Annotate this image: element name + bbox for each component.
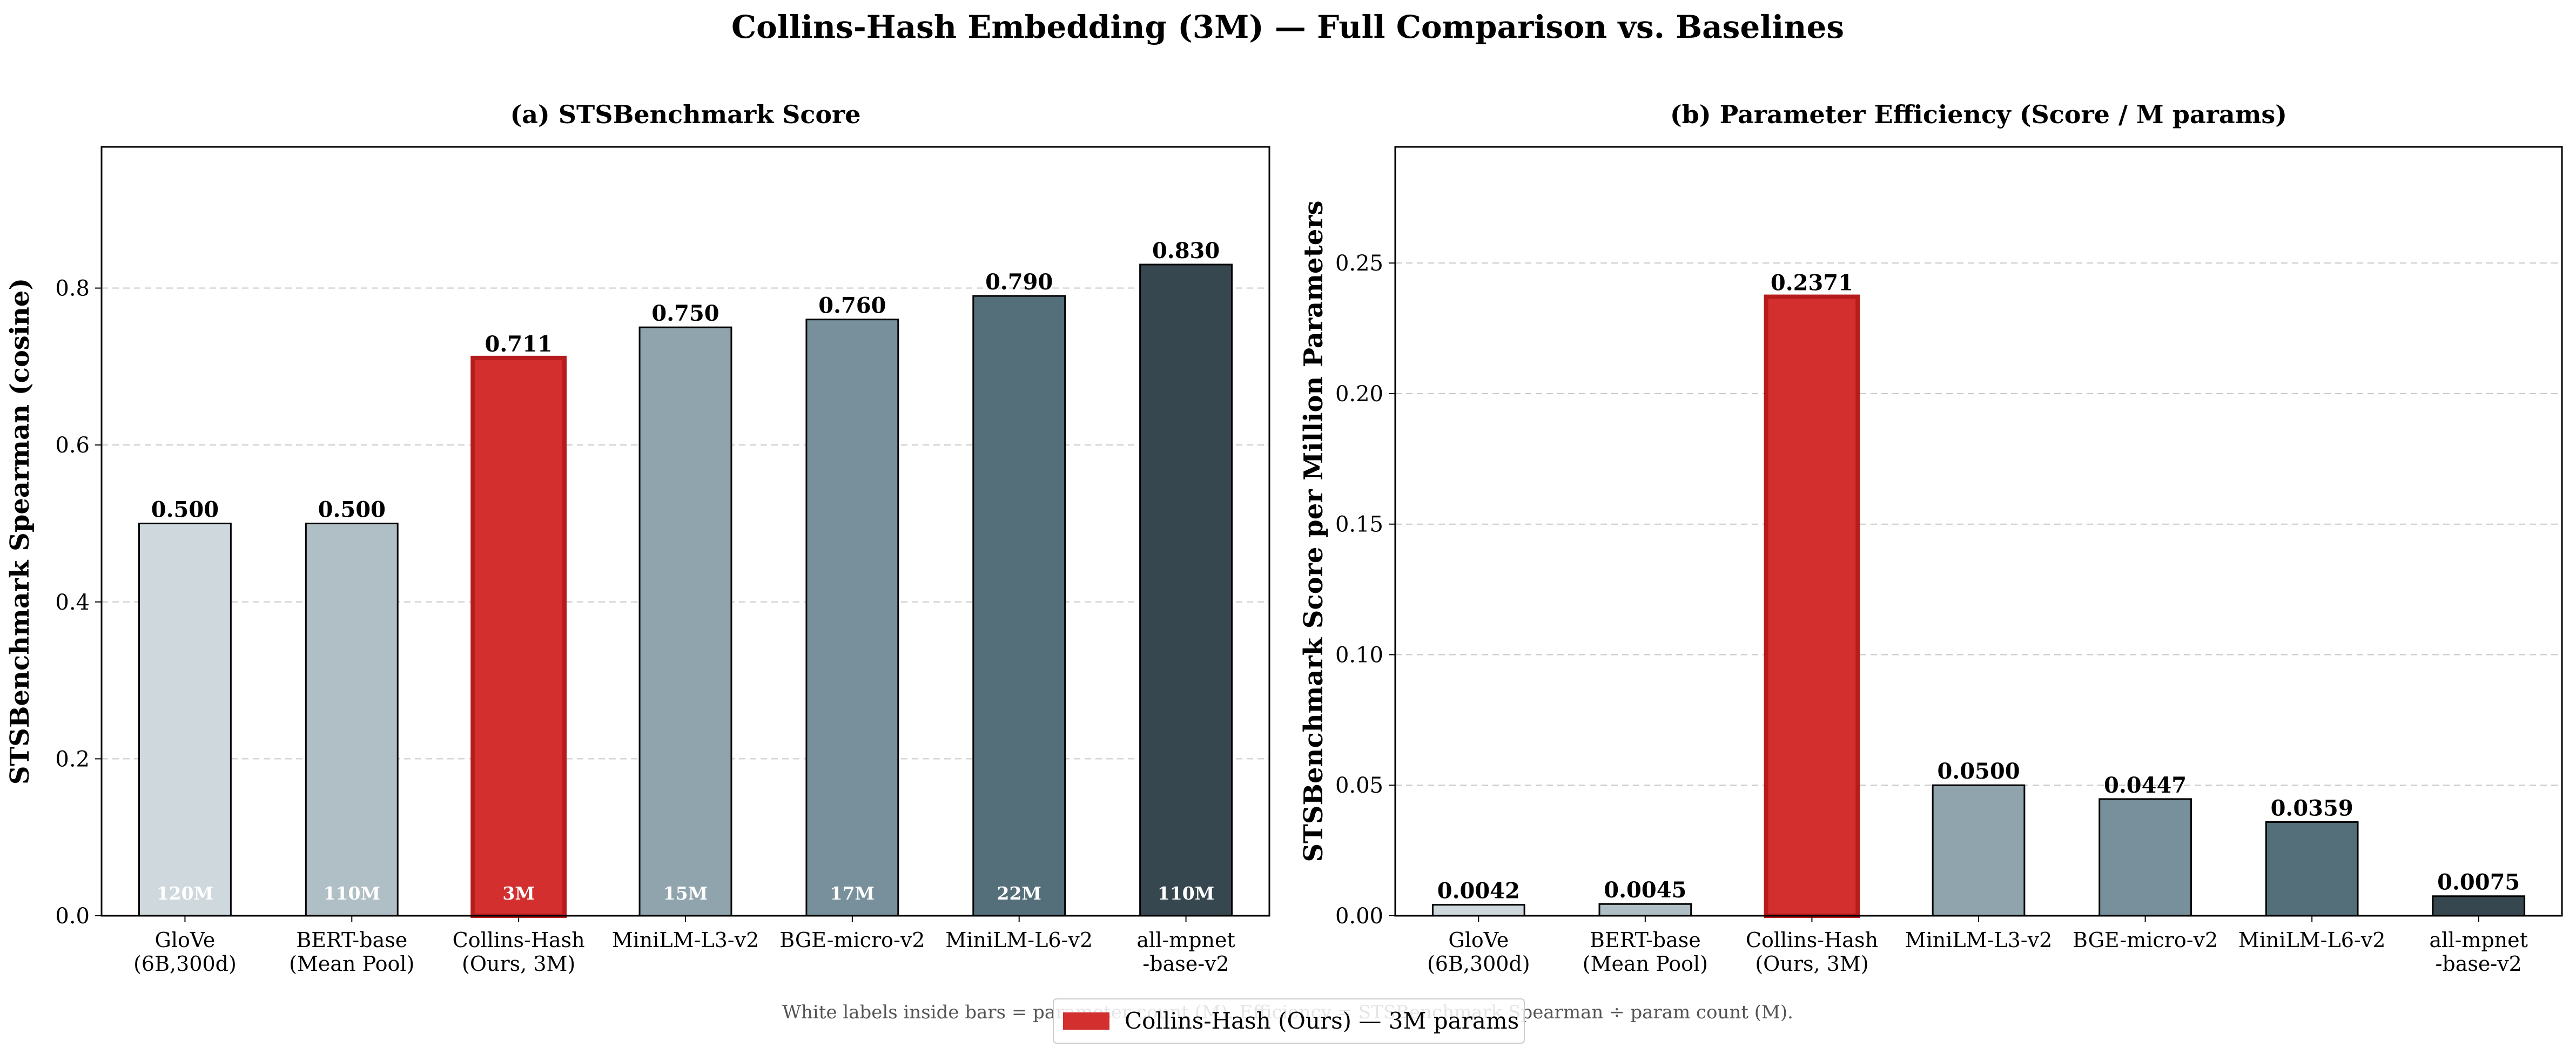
figure-title: Collins-Hash Embedding (3M) — Full Compa… xyxy=(731,9,1844,45)
panel-b-value-label: 0.2371 xyxy=(1771,271,1853,296)
panel-a-ylabel: STSBenchmark Spearman (cosine) xyxy=(5,278,35,785)
panel-a-param-label: 120M xyxy=(157,883,213,904)
panel-a-value-label: 0.830 xyxy=(1152,238,1220,263)
panel-a-ytick-label: 0.2 xyxy=(55,747,90,772)
panel-b-bar xyxy=(1932,784,2026,917)
panel-a-bar xyxy=(470,355,567,918)
panel-b-ytick-label: 0.20 xyxy=(1335,382,1383,407)
panel-b-bar xyxy=(1431,904,1525,917)
legend-frame xyxy=(1053,998,1525,1044)
panel-a-param-label: 3M xyxy=(502,883,535,904)
panel-b-ylabel: STSBenchmark Score per Million Parameter… xyxy=(1299,200,1329,862)
panel-b-xtick-label: Collins-Hash (Ours, 3M) xyxy=(1746,928,1878,976)
panel-a-xtick-label: MiniLM-L6-v2 xyxy=(945,928,1093,952)
panel-a-value-label: 0.500 xyxy=(151,497,219,522)
panel-b-value-label: 0.0042 xyxy=(1437,878,1520,904)
panel-b-ytick-label: 0.05 xyxy=(1335,773,1383,798)
chart-panel-a: (a) STSBenchmark Score 0.0 0.2 0.4 0.6 0.8 STS… xyxy=(5,100,1270,976)
panel-b-value-label: 0.0500 xyxy=(1937,759,2020,784)
panel-b-value-label: 0.0447 xyxy=(2104,773,2187,798)
panel-b-value-label: 0.0075 xyxy=(2437,870,2520,895)
panel-b-xtick-label: MiniLM-L6-v2 xyxy=(2238,928,2386,952)
panel-a-ytick-label: 0.6 xyxy=(55,433,90,458)
panel-a-xtick-label: MiniLM-L3-v2 xyxy=(612,928,759,952)
legend: Collins-Hash (Ours) — 3M params xyxy=(1053,998,1525,1044)
legend-label: Collins-Hash (Ours) — 3M params xyxy=(1125,1008,1519,1034)
panel-a-ytick-label: 0.4 xyxy=(55,590,90,615)
panel-a-value-label: 0.500 xyxy=(318,497,386,522)
panel-b-bar xyxy=(2265,821,2359,917)
panel-b-value-label: 0.0045 xyxy=(1604,877,1686,903)
panel-a-title: (a) STSBenchmark Score xyxy=(510,100,860,129)
panel-a-value-label: 0.790 xyxy=(985,269,1053,295)
panel-b-bar xyxy=(1764,294,1860,918)
panel-b-ytick-label: 0.10 xyxy=(1335,643,1383,667)
panel-b-value-label: 0.0359 xyxy=(2271,795,2353,821)
chart-panel-b: (b) Parameter Efficiency (Score / M para… xyxy=(1299,100,2563,976)
panel-a-param-label: 110M xyxy=(324,883,380,904)
panel-b-title: (b) Parameter Efficiency (Score / M para… xyxy=(1670,100,2287,129)
panel-a-bar xyxy=(305,522,399,917)
panel-a-xtick-label: BERT-base (Mean Pool) xyxy=(289,928,414,976)
panel-a-bar xyxy=(805,319,899,917)
panel-a-bar xyxy=(138,522,232,917)
panel-b-xtick-label: all-mpnet -base-v2 xyxy=(2430,928,2528,976)
panel-a-param-label: 17M xyxy=(830,883,875,904)
panel-b-ytick-label: 0.15 xyxy=(1335,512,1383,537)
panel-a-bar xyxy=(1139,263,1233,917)
panel-b-xtick-label: BERT-base (Mean Pool) xyxy=(1583,928,1708,976)
panel-a-xtick-label: Collins-Hash (Ours, 3M) xyxy=(453,928,585,976)
panel-a-value-label: 0.711 xyxy=(485,332,553,357)
panel-a-xtick-label: all-mpnet -base-v2 xyxy=(1136,928,1235,976)
panel-a-ytick-label: 0.8 xyxy=(55,276,90,301)
panel-a-value-label: 0.750 xyxy=(651,301,719,326)
panel-a-param-label: 15M xyxy=(663,883,708,904)
panel-b-axes-frame xyxy=(1394,146,2563,917)
panel-a-value-label: 0.760 xyxy=(818,293,886,319)
panel-a-xtick-label: BGE-micro-v2 xyxy=(779,928,925,952)
panel-a-param-label: 110M xyxy=(1158,883,1214,904)
panel-b-ytick-label: 0.00 xyxy=(1335,904,1383,929)
panel-b-xtick-label: MiniLM-L3-v2 xyxy=(1905,928,2053,952)
legend-swatch xyxy=(1063,1012,1109,1030)
panel-b-bar xyxy=(1598,903,1692,917)
panel-a-xtick-label: GloVe (6B,300d) xyxy=(133,928,237,976)
panel-b-bar xyxy=(2099,798,2192,917)
panel-a-axes-frame xyxy=(100,146,1270,917)
panel-a-param-label: 22M xyxy=(997,883,1041,904)
panel-a-bar xyxy=(638,326,732,917)
panel-b-ytick-label: 0.25 xyxy=(1335,251,1383,276)
panel-a-ytick-label: 0.0 xyxy=(55,904,90,929)
panel-b-xtick-label: GloVe (6B,300d) xyxy=(1427,928,1530,976)
panel-b-xtick-label: BGE-micro-v2 xyxy=(2073,928,2218,952)
panel-a-bar xyxy=(972,295,1066,917)
panel-b-bar xyxy=(2432,895,2526,917)
